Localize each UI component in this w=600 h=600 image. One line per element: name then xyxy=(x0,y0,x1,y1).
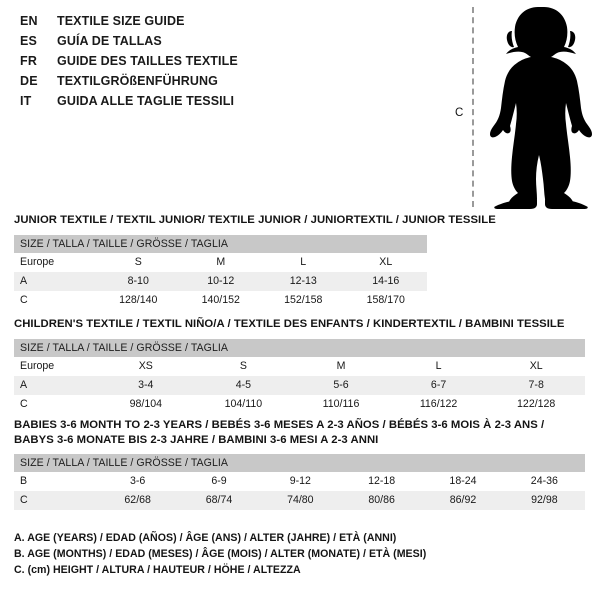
language-title: TEXTILGRÖßENFÜHRUNG xyxy=(57,74,218,88)
language-row: DE TEXTILGRÖßENFÜHRUNG xyxy=(20,74,420,94)
language-header-list: EN TEXTILE SIZE GUIDE ES GUÍA DE TALLAS FR GU… xyxy=(20,14,420,114)
table-cell: 18-24 xyxy=(422,472,504,491)
table-cell: 68/74 xyxy=(178,491,260,510)
table-bar-row: SIZE / TALLA / TAILLE / GRÖSSE / TAGLIA xyxy=(14,454,586,472)
legend-line: C. (cm) HEIGHT / ALTURA / HAUTEUR / HÖHE… xyxy=(14,564,301,576)
table-cell: M xyxy=(292,356,390,376)
table-cell: 24-36 xyxy=(503,472,586,491)
table-cell: M xyxy=(179,252,262,272)
table-cell: 86/92 xyxy=(422,491,504,510)
row-label: C xyxy=(14,290,97,310)
table-row: C 128/140 140/152 152/158 158/170 xyxy=(14,290,428,310)
row-label: Europe xyxy=(14,356,97,376)
language-code: IT xyxy=(20,94,32,108)
table-bar-label: SIZE / TALLA / TAILLE / GRÖSSE / TAGLIA xyxy=(14,338,585,357)
table-cell: 5-6 xyxy=(292,375,390,395)
row-label: Europe xyxy=(14,252,97,272)
row-label: C xyxy=(14,491,97,510)
table-cell: 74/80 xyxy=(259,491,341,510)
height-measure-line xyxy=(472,7,474,207)
table-cell: 6-9 xyxy=(178,472,260,491)
legend-block: A. AGE (YEARS) / EDAD (AÑOS) / ÂGE (ANS)… xyxy=(14,530,574,578)
language-row: EN TEXTILE SIZE GUIDE xyxy=(20,14,420,34)
table-cell: 128/140 xyxy=(97,290,180,310)
table-cell: 12-13 xyxy=(262,271,345,291)
table-row: C 62/68 68/74 74/80 80/86 86/92 92/98 xyxy=(14,491,586,510)
table-cell: 3-4 xyxy=(97,375,195,395)
language-code: EN xyxy=(20,14,38,28)
table-cell: 4-5 xyxy=(194,375,293,395)
language-code: ES xyxy=(20,34,38,48)
table-row: C 98/104 104/110 110/116 116/122 122/128 xyxy=(14,394,585,414)
table-row: A 8-10 10-12 12-13 14-16 xyxy=(14,271,428,291)
table-cell: 152/158 xyxy=(262,290,345,310)
language-code: DE xyxy=(20,74,38,88)
size-table: SIZE / TALLA / TAILLE / GRÖSSE / TAGLIA B… xyxy=(14,454,586,510)
table-cell: 6-7 xyxy=(389,375,488,395)
table-cell: 9-12 xyxy=(259,472,341,491)
table-bar-row: SIZE / TALLA / TAILLE / GRÖSSE / TAGLIA xyxy=(14,234,428,253)
section-babies-textile: BABIES 3-6 MONTH TO 2-3 YEARS / BEBÉS 3-… xyxy=(14,418,586,510)
section-title-line2: BABYS 3-6 MONATE BIS 2-3 JAHRE / BAMBINI… xyxy=(14,433,379,446)
table-cell: L xyxy=(262,252,345,272)
section-title: JUNIOR TEXTILE / TEXTIL JUNIOR/ TEXTILE … xyxy=(14,214,496,226)
size-table: SIZE / TALLA / TAILLE / GRÖSSE / TAGLIA E… xyxy=(14,234,428,310)
language-title: TEXTILE SIZE GUIDE xyxy=(57,14,185,28)
section-title: CHILDREN'S TEXTILE / TEXTIL NIÑO/A / TEX… xyxy=(14,318,565,330)
table-cell: 12-18 xyxy=(340,472,423,491)
section-childrens-textile: CHILDREN'S TEXTILE / TEXTIL NIÑO/A / TEX… xyxy=(14,317,585,414)
language-row: FR GUIDE DES TAILLES TEXTILE xyxy=(20,54,420,74)
table-cell: 104/110 xyxy=(194,394,293,414)
table-cell: 10-12 xyxy=(179,271,262,291)
section-title: BABIES 3-6 MONTH TO 2-3 YEARS / BEBÉS 3-… xyxy=(14,419,545,431)
table-bar-label: SIZE / TALLA / TAILLE / GRÖSSE / TAGLIA xyxy=(14,454,586,472)
table-cell: S xyxy=(97,252,180,272)
table-cell: 7-8 xyxy=(487,375,585,395)
language-row: IT GUIDA ALLE TAGLIE TESSILI xyxy=(20,94,420,114)
size-table: SIZE / TALLA / TAILLE / GRÖSSE / TAGLIA E… xyxy=(14,338,585,414)
section-junior-textile: JUNIOR TEXTILE / TEXTIL JUNIOR/ TEXTILE … xyxy=(14,213,496,310)
table-cell: 62/68 xyxy=(97,491,179,510)
language-row: ES GUÍA DE TALLAS xyxy=(20,34,420,54)
row-label: A xyxy=(14,271,97,291)
row-label: A xyxy=(14,375,97,395)
table-bar-row: SIZE / TALLA / TAILLE / GRÖSSE / TAGLIA xyxy=(14,338,585,357)
table-cell: XL xyxy=(487,356,585,376)
size-figure: C xyxy=(440,5,595,210)
toddler-silhouette-icon xyxy=(490,7,592,209)
legend-line: B. AGE (MONTHS) / EDAD (MESES) / ÂGE (MO… xyxy=(14,548,427,560)
table-cell: 80/86 xyxy=(340,491,423,510)
language-title: GUIDA ALLE TAGLIE TESSILI xyxy=(57,94,235,108)
row-label: C xyxy=(14,394,97,414)
table-cell: 14-16 xyxy=(344,271,428,291)
table-cell: 158/170 xyxy=(344,290,428,310)
legend-line: A. AGE (YEARS) / EDAD (AÑOS) / ÂGE (ANS)… xyxy=(14,532,397,544)
language-title: GUIDE DES TAILLES TEXTILE xyxy=(57,54,238,68)
table-cell: 110/116 xyxy=(292,394,390,414)
table-cell: S xyxy=(194,356,293,376)
row-label: B xyxy=(14,472,97,491)
measure-label-c: C xyxy=(455,107,464,119)
table-bar-label: SIZE / TALLA / TAILLE / GRÖSSE / TAGLIA xyxy=(14,234,428,253)
table-cell: L xyxy=(389,356,488,376)
table-row: Europe XS S M L XL xyxy=(14,356,585,376)
table-cell: XS xyxy=(97,356,195,376)
language-code: FR xyxy=(20,54,38,68)
table-cell: 3-6 xyxy=(97,472,179,491)
table-cell: XL xyxy=(344,252,428,272)
table-cell: 122/128 xyxy=(487,394,585,414)
table-cell: 98/104 xyxy=(97,394,195,414)
table-cell: 140/152 xyxy=(179,290,262,310)
table-row: A 3-4 4-5 5-6 6-7 7-8 xyxy=(14,375,585,395)
table-cell: 8-10 xyxy=(97,271,180,291)
table-cell: 116/122 xyxy=(389,394,488,414)
table-cell: 92/98 xyxy=(503,491,586,510)
table-row: Europe S M L XL xyxy=(14,252,428,272)
language-title: GUÍA DE TALLAS xyxy=(57,34,162,48)
table-row: B 3-6 6-9 9-12 12-18 18-24 24-36 xyxy=(14,472,586,491)
